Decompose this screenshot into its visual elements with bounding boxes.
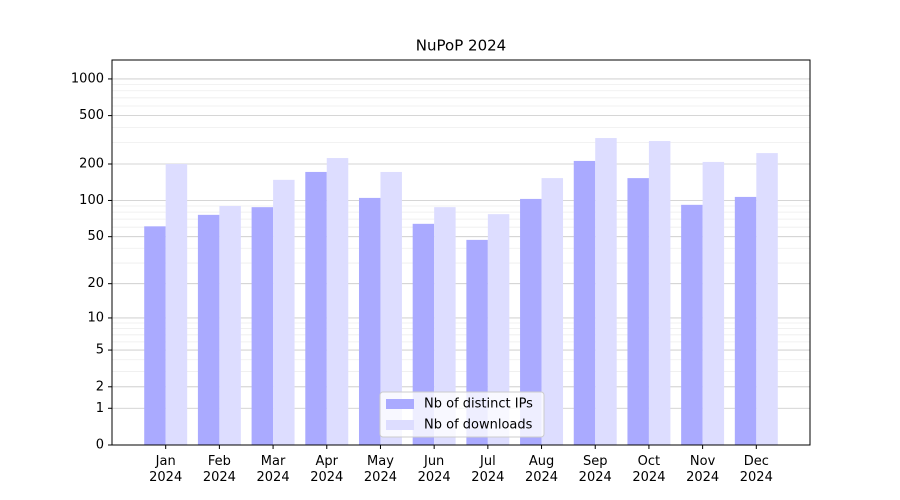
bar [219,205,241,445]
x-tick-label: Apr 2024 [310,454,343,485]
y-tick-label: 100 [79,193,104,208]
bar [165,164,188,445]
bar [520,198,542,445]
bar [251,207,274,445]
legend-label: Nb of distinct IPs [424,397,533,412]
x-tick-label: Jun 2024 [418,454,451,485]
bar [648,141,671,445]
legend-label: Nb of downloads [424,418,533,433]
x-tick-label: Mar 2024 [257,454,290,485]
x-tick-label: Aug 2024 [525,454,558,485]
bar [595,138,617,446]
y-tick-label: 1 [96,401,104,416]
bar [273,179,295,445]
bar [702,161,725,445]
bar [487,214,510,445]
bar [305,171,327,445]
legend-swatch [386,420,414,430]
x-tick-label: Dec 2024 [740,454,773,485]
bar [380,171,402,445]
y-tick-label: 500 [79,108,104,123]
x-tick-label: May 2024 [364,454,397,485]
y-tick-label: 20 [87,276,104,291]
x-tick-label: Feb 2024 [203,454,236,485]
x-tick-label: Jul 2024 [471,454,504,485]
bar [434,207,456,445]
y-tick-label: 5 [96,343,104,358]
y-tick-label: 2 [96,379,104,394]
plot-frame [111,59,811,446]
bar [541,178,564,445]
bar [756,153,778,445]
bar [681,204,703,445]
bar [197,214,220,445]
bar [573,160,596,445]
legend: Nb of distinct IPs Nb of downloads [379,391,545,438]
x-tick-label: Sep 2024 [579,454,612,485]
bar [144,226,166,445]
y-tick-label: 10 [87,310,104,325]
bar [412,223,435,445]
y-tick-label: 1000 [71,71,104,86]
y-tick-label: 0 [96,438,104,453]
bar [627,178,649,445]
x-tick-label: Jan 2024 [149,454,182,485]
y-tick-label: 50 [87,229,104,244]
legend-swatch [386,399,414,409]
x-tick-label: Oct 2024 [632,454,665,485]
y-tick-label: 200 [79,157,104,172]
x-tick-label: Nov 2024 [686,454,719,485]
legend-box [379,391,545,438]
bar [734,196,757,445]
bar [326,158,349,445]
bar [358,197,381,445]
chart-title: NuPoP 2024 [416,37,506,55]
